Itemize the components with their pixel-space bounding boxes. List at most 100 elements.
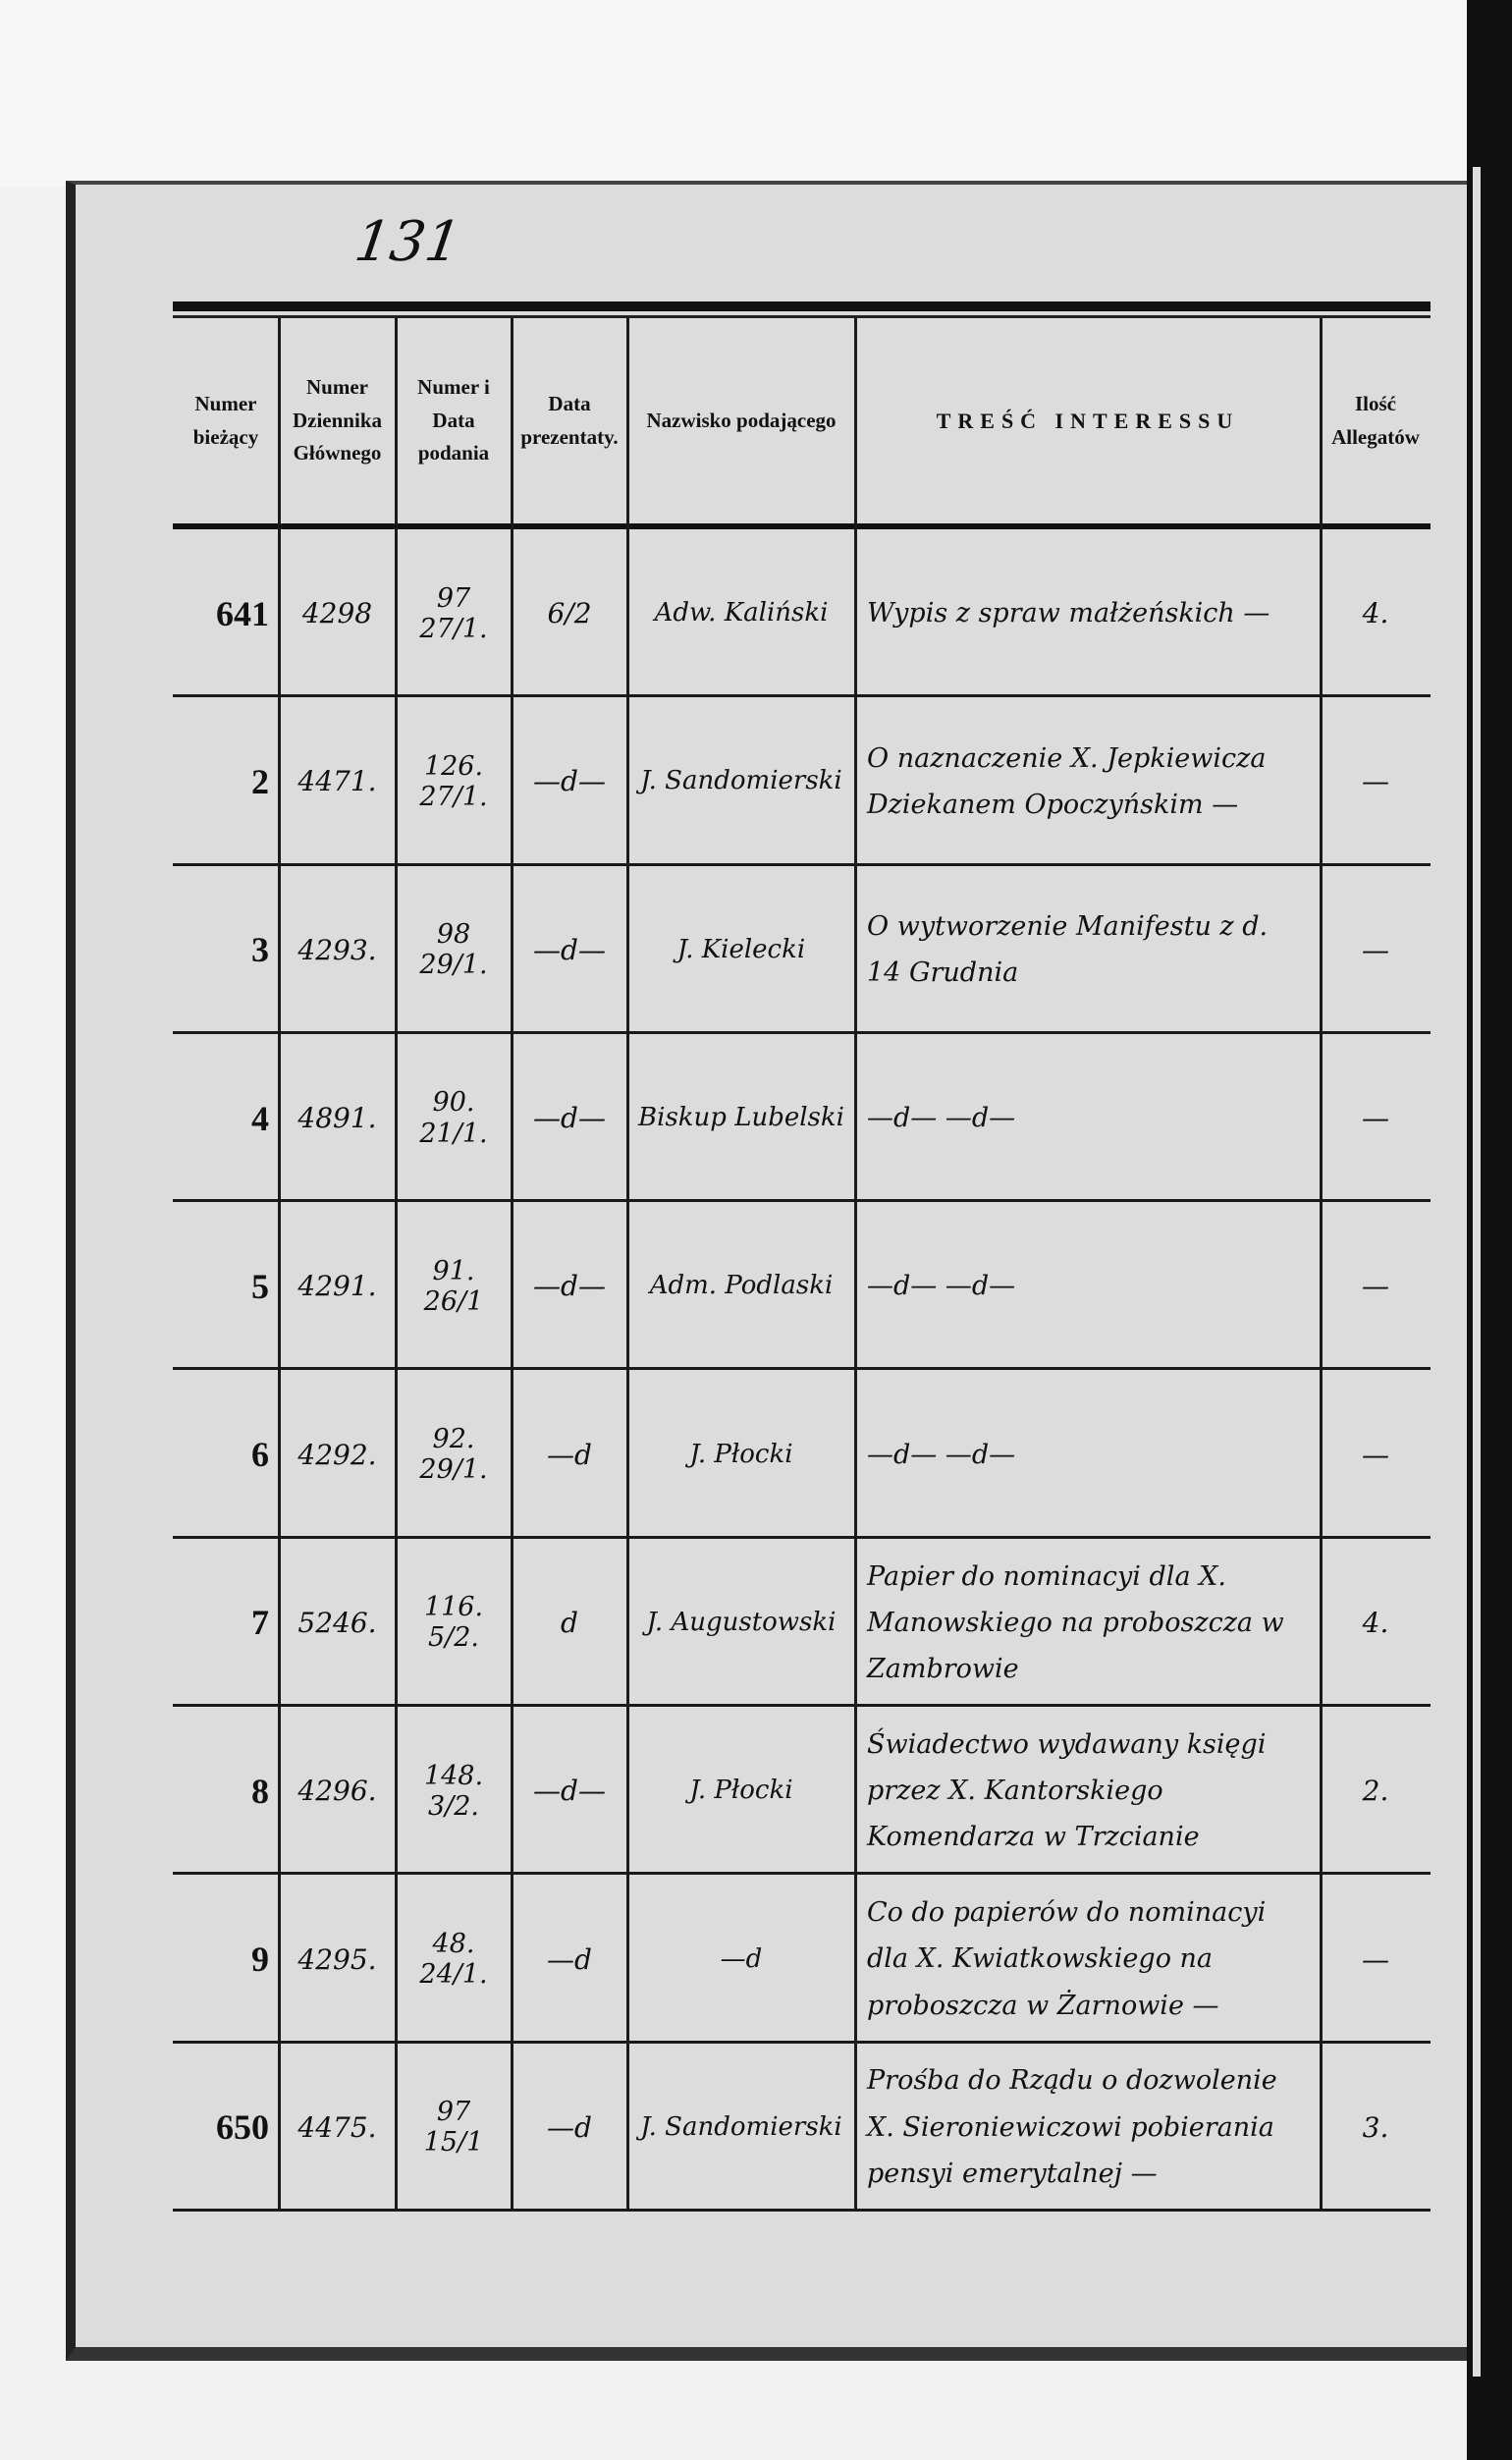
podanie-line: 126. [423,750,484,782]
cell-numer: 650 [216,2107,269,2148]
row-rule [173,2040,1431,2044]
podanie-line: 92. [432,1424,475,1455]
cell-numer: 5 [251,1266,269,1306]
cell-prezentata: —d [547,2110,592,2144]
podanie-line: 24/1. [419,1959,488,1991]
cell-ilosc: — [1362,765,1389,798]
cell-dziennik: 4298 [301,597,373,630]
column-divider [854,318,857,2212]
row-rule [173,2208,1431,2212]
cell-nazwisko: J. Kielecki [676,934,806,964]
cell-numer: 8 [251,1771,269,1811]
podanie-line: 116. [423,1592,484,1623]
cell-tresc: Co do papierów do nominacyi dla X. Kwiat… [867,1897,1267,2021]
table-row: 641 4298 97 27/1. 6/2 Adw. Kaliński Wypis z sp… [173,529,1431,698]
podanie-line: 3/2. [427,1790,480,1822]
cell-dziennik: 4471. [297,765,377,798]
cell-numer: 4 [251,1098,269,1138]
cell-dziennik: 4291. [297,1270,377,1303]
cell-tresc: Prośba do Rządu o dozwolenie X. Sieronie… [867,2065,1277,2189]
cell-numer: 9 [251,1940,269,1980]
scan-edge [1467,0,1512,2460]
cell-dziennik: 5246. [297,1606,377,1639]
podanie-line: 98 [436,919,471,951]
podanie-line: 48. [432,1928,475,1959]
cell-tresc: —d— —d— [867,1102,1016,1133]
table-row: 7 5246. 116. 5/2. d J. Augustowski Papier do n… [173,1539,1431,1708]
cell-numer: 6 [251,1435,269,1475]
cell-podanie: 97 27/1. [396,529,512,697]
cell-tresc: Papier do nominacyi dla X. Manowskiego n… [867,1560,1284,1685]
podanie-line: 97 [436,2097,471,2128]
cell-prezentata: —d [547,1438,592,1471]
cell-dziennik: 4292. [297,1438,377,1471]
table-row: 9 4295. 48. 24/1. —d —d Co do papierów do nomi… [173,1875,1431,2044]
cell-ilosc: 4. [1362,597,1389,630]
row-rule [173,1030,1431,1034]
cell-prezentata: —d [547,1942,592,1976]
header-numer-dziennika: Numer Dziennika Głównego [292,375,382,465]
register-page [66,181,1467,2361]
cell-tresc: O naznaczenie X. Jepkiewicza Dziekanem O… [867,742,1267,820]
cell-prezentata: —d— [533,1102,606,1135]
header-tresc: TREŚĆ INTERESSU [936,408,1240,433]
register-table: Numer bieżący Numer Dziennika Głównego N… [173,301,1431,2212]
row-rule [173,862,1431,866]
header-numer-data-podania: Numer i Data podania [417,375,490,465]
cell-podanie: 98 29/1. [396,866,512,1034]
podanie-line: 91. [432,1255,475,1286]
podanie-line: 5/2. [427,1622,480,1654]
podanie-line: 15/1 [423,2127,484,2159]
cell-nazwisko: J. Augustowski [646,1607,837,1637]
cell-podanie: 126. 27/1. [396,697,512,865]
cell-podanie: 116. 5/2. [396,1539,512,1707]
scan-margin [0,2361,1467,2460]
podanie-line: 29/1. [419,950,488,981]
row-rule [173,1535,1431,1539]
cell-prezentata: —d— [533,1775,606,1808]
column-divider [511,318,513,2212]
cell-dziennik: 4475. [297,2110,377,2144]
cell-numer: 7 [251,1603,269,1643]
podanie-line: 97 [436,582,471,614]
header-numer-biezacy: Numer bieżący [192,391,259,449]
podanie-line: 26/1 [423,1285,484,1317]
cell-nazwisko: J. Płocki [689,1439,793,1469]
scan-background [0,0,1512,187]
cell-nazwisko: —d [720,1943,763,1974]
cell-ilosc: — [1362,1102,1389,1135]
cell-prezentata: 6/2 [547,597,592,630]
header-data-prezentaty: Data prezentaty. [520,391,619,449]
cell-ilosc: — [1362,933,1389,966]
top-rule [173,301,1431,311]
podanie-line: 148. [423,1760,484,1791]
row-rule [173,1872,1431,1876]
cell-podanie: 148. 3/2. [396,1707,512,1875]
cell-ilosc: — [1362,1942,1389,1976]
table-row: 2 4471. 126. 27/1. —d— J. Sandomierski O nazna… [173,697,1431,866]
cell-podanie: 91. 26/1 [396,1202,512,1370]
row-rule [173,1367,1431,1371]
cell-nazwisko: J. Sandomierski [640,2111,842,2142]
cell-tresc: —d— —d— [867,1439,1016,1470]
adjacent-page-edge [1473,167,1481,2377]
cell-podanie: 92. 29/1. [396,1371,512,1539]
cell-ilosc: — [1362,1270,1389,1303]
podanie-line: 21/1. [419,1118,488,1149]
page-number: 131 [351,210,465,274]
cell-nazwisko: J. Płocki [689,1776,793,1806]
row-rule [173,1704,1431,1708]
header-nazwisko: Nazwisko podającego [646,408,837,432]
cell-prezentata: —d— [533,765,606,798]
cell-numer: 641 [216,593,269,633]
podanie-line: 29/1. [419,1454,488,1486]
cell-nazwisko: Adw. Kaliński [654,598,829,629]
cell-dziennik: 4891. [297,1102,377,1135]
row-rule [173,1199,1431,1203]
cell-podanie: 90. 21/1. [396,1034,512,1202]
cell-numer: 3 [251,930,269,970]
cell-nazwisko: J. Sandomierski [640,766,842,796]
cell-tresc: —d— —d— [867,1271,1016,1302]
table-row: 8 4296. 148. 3/2. —d— J. Płocki Świadectwo wyd… [173,1707,1431,1876]
cell-tresc: Świadectwo wydawany księgi przez X. Kant… [867,1728,1267,1853]
